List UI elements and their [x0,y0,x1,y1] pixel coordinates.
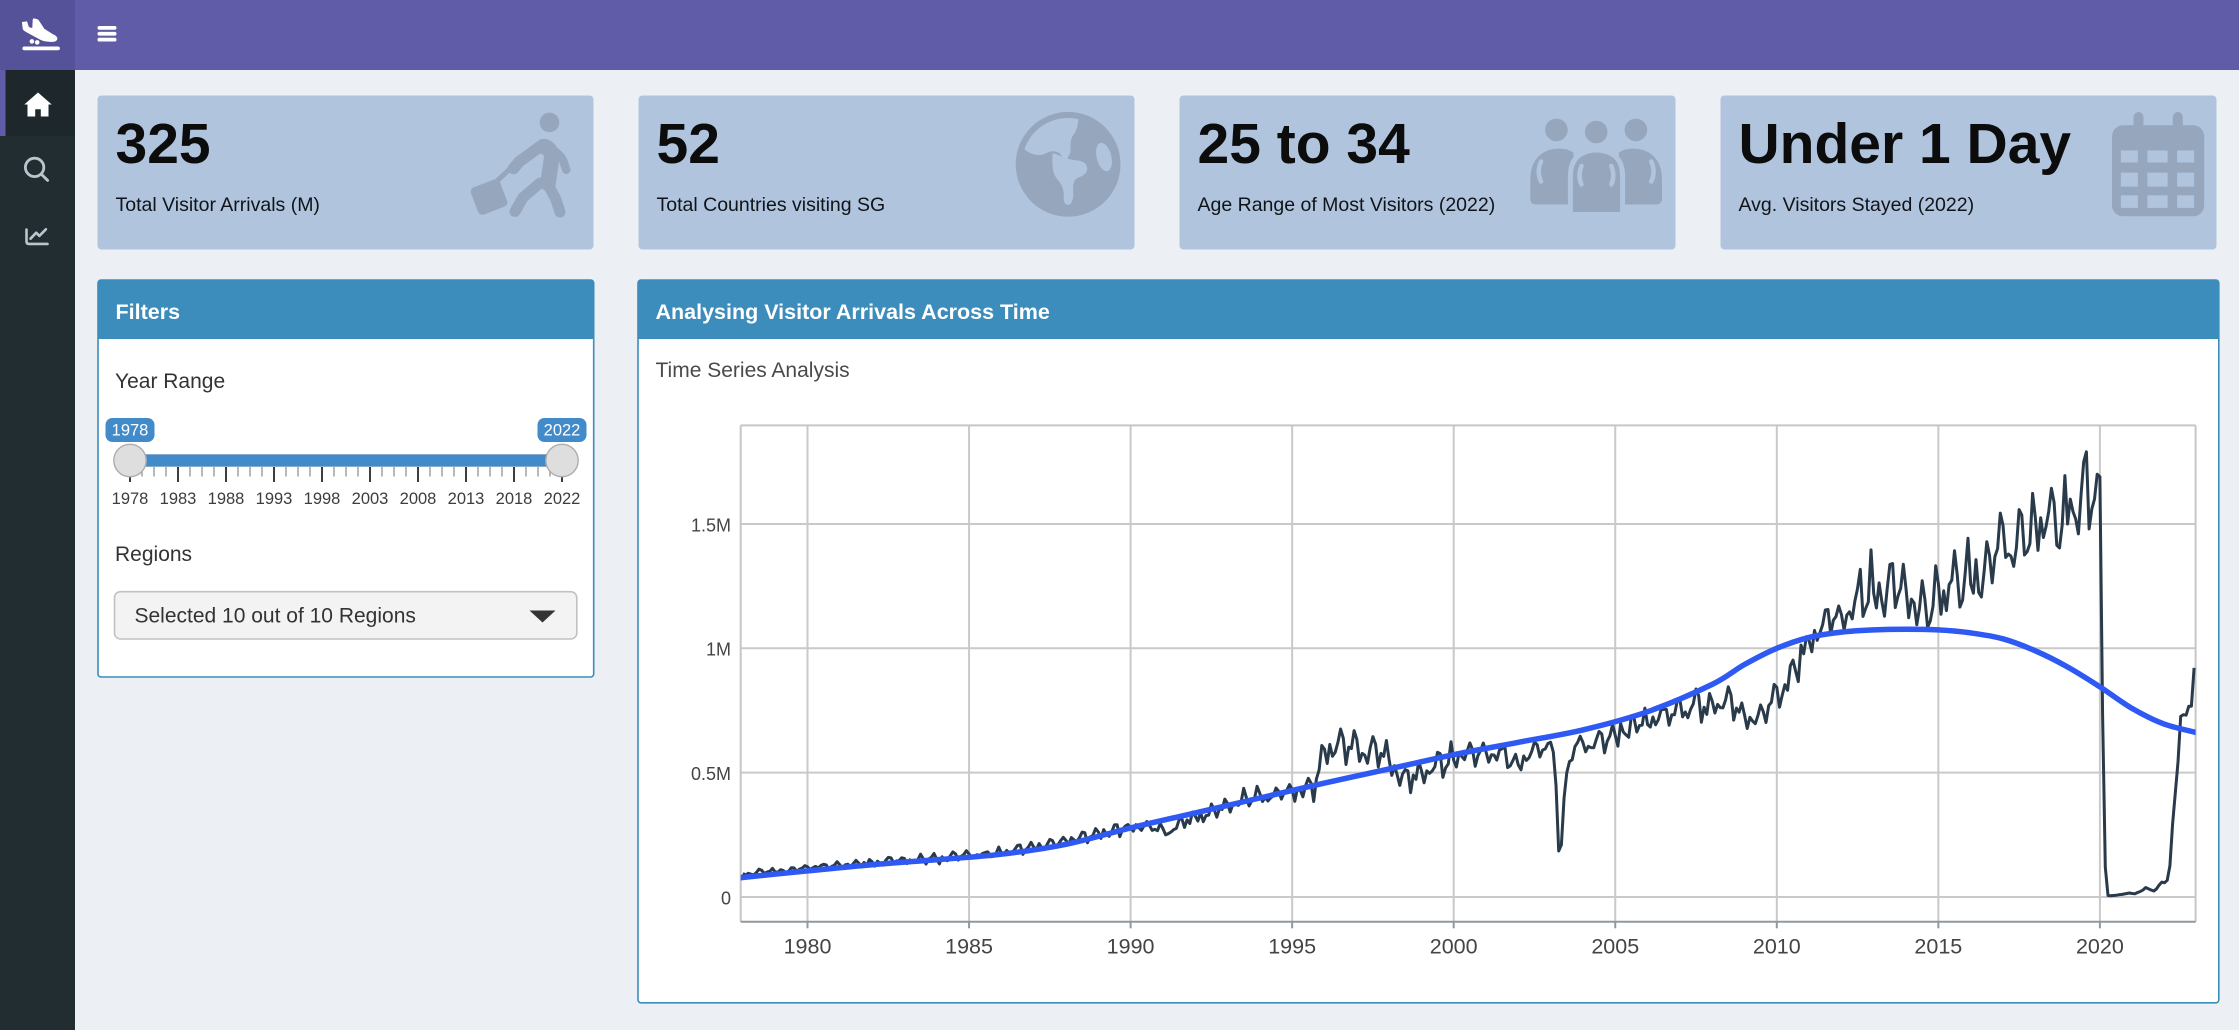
svg-text:Selected 10 out of 10 Regions: Selected 10 out of 10 Regions [135,605,416,628]
svg-text:1980: 1980 [784,935,832,959]
svg-text:Filters: Filters [116,300,181,324]
svg-text:2010: 2010 [1753,935,1801,959]
svg-text:2022: 2022 [544,422,581,440]
svg-text:Avg. Visitors Stayed (2022): Avg. Visitors Stayed (2022) [1739,194,1975,216]
svg-text:1995: 1995 [1268,935,1316,959]
svg-text:Total Countries visiting SG: Total Countries visiting SG [657,194,886,216]
svg-text:52: 52 [657,112,720,176]
svg-text:1.5M: 1.5M [691,515,731,535]
svg-text:0.5M: 0.5M [691,764,731,784]
svg-text:325: 325 [116,112,211,176]
svg-text:1993: 1993 [256,490,293,508]
svg-text:25 to 34: 25 to 34 [1198,112,1411,176]
svg-text:1978: 1978 [112,422,149,440]
svg-text:1985: 1985 [945,935,993,959]
svg-text:1990: 1990 [1107,935,1155,959]
svg-text:1988: 1988 [208,490,245,508]
svg-text:2000: 2000 [1430,935,1478,959]
svg-text:1978: 1978 [112,490,149,508]
svg-text:2008: 2008 [400,490,437,508]
svg-text:2003: 2003 [352,490,389,508]
svg-text:Age Range of Most Visitors (20: Age Range of Most Visitors (2022) [1198,194,1496,216]
svg-text:1M: 1M [706,640,731,660]
svg-text:2015: 2015 [1914,935,1962,959]
svg-text:1998: 1998 [304,490,341,508]
svg-text:2013: 2013 [448,490,485,508]
svg-text:Regions: Regions [115,543,192,566]
svg-text:2005: 2005 [1591,935,1639,959]
svg-text:Analysing Visitor Arrivals Acr: Analysing Visitor Arrivals Across Time [656,300,1050,324]
svg-text:Year Range: Year Range [115,370,225,393]
svg-text:Total Visitor Arrivals (M): Total Visitor Arrivals (M) [116,194,320,216]
svg-text:1983: 1983 [160,490,197,508]
svg-text:0: 0 [721,888,731,908]
svg-text:2022: 2022 [544,490,581,508]
svg-text:Time Series Analysis: Time Series Analysis [656,359,850,382]
svg-text:2018: 2018 [496,490,533,508]
svg-text:Under 1 Day: Under 1 Day [1739,112,2072,176]
svg-text:2020: 2020 [2076,935,2124,959]
